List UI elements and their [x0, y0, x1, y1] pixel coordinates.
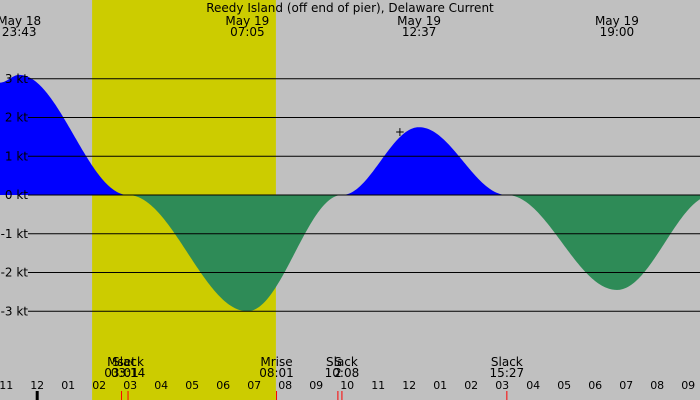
x-tick-label: 08 — [650, 379, 664, 392]
x-tick-label: 09 — [309, 379, 323, 392]
x-tick-label: 11 — [0, 379, 13, 392]
x-axis-labels: 11 12 01 02 03 04 05 06 07 08 09 10 11 12 01 02 03 04 05 06… — [0, 379, 695, 400]
x-tick-label: 09 — [681, 379, 695, 392]
current-areas — [0, 74, 700, 312]
event-name: S — [334, 355, 342, 369]
x-tick-label: 01 — [61, 379, 75, 392]
x-tick-label: 06 — [588, 379, 602, 392]
x-tick-label: 04 — [154, 379, 168, 392]
top-date-label: May 18 — [0, 14, 41, 28]
chart-title: Reedy Island (off end of pier), Delaware… — [206, 1, 494, 15]
top-time-label: 12:37 — [402, 25, 437, 39]
event-name: Slack — [491, 355, 523, 369]
flood-area — [0, 74, 129, 195]
x-tick-label: 10 — [340, 379, 354, 392]
grid-lines — [28, 78, 700, 312]
event-labels: Mset03:01Slack03:14Mrise08:01Slack10:08S… — [104, 355, 524, 400]
y-tick-label: -2 kt — [1, 266, 29, 280]
x-tick-label: 01 — [433, 379, 447, 392]
top-date-label: May 19 — [225, 14, 269, 28]
event-name: Slack — [112, 355, 144, 369]
x-tick-label: 07 — [247, 379, 261, 392]
event-name: Mrise — [260, 355, 292, 369]
x-tick-label: 07 — [619, 379, 633, 392]
y-tick-label: 0 kt — [5, 188, 28, 202]
event-time: 08:01 — [259, 366, 294, 380]
x-tick-label: 12 — [402, 379, 416, 392]
x-tick-label: 12 — [30, 379, 44, 392]
x-tick-label: 04 — [526, 379, 540, 392]
x-tick-label: 06 — [216, 379, 230, 392]
x-tick-label: 11 — [371, 379, 385, 392]
x-tick-label: 03 — [495, 379, 509, 392]
event-time: 10:08 — [325, 366, 360, 380]
y-tick-label: 2 kt — [5, 111, 28, 125]
x-tick-label: 05 — [185, 379, 199, 392]
top-time-label: 07:05 — [230, 25, 265, 39]
y-tick-label: 3 kt — [5, 72, 28, 86]
event-time: 03:01 — [104, 366, 139, 380]
top-date-label: May 19 — [397, 14, 441, 28]
top-time-label: 23:43 — [2, 25, 37, 39]
y-tick-label: 1 kt — [5, 149, 28, 163]
flood-area — [342, 127, 507, 195]
x-tick-label: 08 — [278, 379, 292, 392]
y-tick-label: -1 kt — [1, 227, 29, 241]
event-time: 15:27 — [490, 366, 525, 380]
event-time: 03:14 — [111, 366, 146, 380]
ebb-area — [129, 195, 342, 312]
y-tick-label: -3 kt — [1, 304, 29, 318]
top-date-label: May 19 — [595, 14, 639, 28]
current-marker: + — [395, 125, 405, 139]
ebb-area — [507, 195, 700, 290]
x-tick-label: 02 — [464, 379, 478, 392]
event-name: Mset — [107, 355, 136, 369]
x-tick-label: 02 — [92, 379, 106, 392]
y-axis-labels: 3 kt 2 kt 1 kt 0 kt -1 kt -2 kt -3 kt — [1, 72, 29, 319]
event-name: Slack — [326, 355, 358, 369]
event-time: 2 — [334, 366, 342, 380]
top-time-label: 19:00 — [600, 25, 635, 39]
x-tick-label: 03 — [123, 379, 137, 392]
x-tick-label: 05 — [557, 379, 571, 392]
